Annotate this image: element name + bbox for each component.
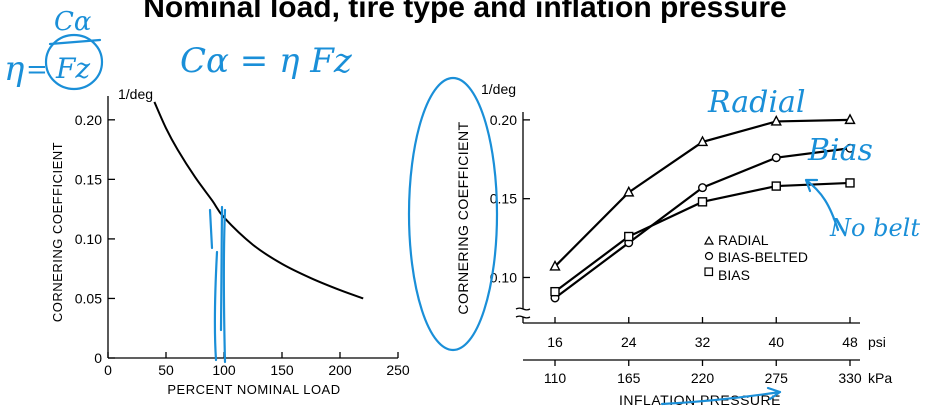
data-point-radial (770, 114, 782, 126)
ink-frac-denominator: Fz (55, 52, 90, 85)
left-chart: 1/deg CORNERING COEFFICIENT PERCENT NOMI… (50, 86, 410, 397)
psi-tick-label: 48 (842, 334, 858, 350)
ink-eq-sign: = (26, 55, 48, 85)
ink-arrow-no-belt (804, 178, 840, 232)
ink-bias: Bias (807, 133, 873, 168)
left-y-tick-label: 0.05 (75, 290, 102, 306)
legend-label-bias-belted: BIAS-BELTED (718, 249, 808, 265)
right-y-tick-label: 0.15 (490, 191, 517, 207)
data-point-bias (550, 286, 560, 297)
data-point-radial (844, 113, 856, 125)
psi-tick-label: 16 (547, 334, 563, 350)
legend-marker-bias-belted (704, 251, 714, 261)
left-x-tick-label: 150 (270, 362, 294, 378)
data-point-bias (771, 181, 781, 191)
data-point-bias-belted (698, 183, 708, 193)
data-point-radial (623, 185, 635, 197)
right-y-tick-label: 0.10 (490, 269, 517, 285)
data-point-bias (624, 231, 634, 242)
right-y-tick-label: 0.20 (490, 112, 517, 128)
psi-unit-label: psi (868, 334, 886, 350)
kpa-tick-label: 220 (691, 370, 715, 386)
legend-marker-radial (703, 235, 715, 245)
left-x-tick-label: 250 (386, 362, 410, 378)
ink-circle-ylabel (407, 76, 499, 352)
left-y-tick-label: 0.15 (75, 171, 102, 187)
left-x-tick-label: 50 (158, 362, 174, 378)
ink-no-belt: No belt (829, 214, 920, 242)
legend: RADIAL BIAS-BELTED BIAS (703, 232, 808, 283)
ink-vertical-marks (208, 205, 227, 364)
right-y-axis-label: CORNERING COEFFICIENT (455, 121, 471, 314)
left-x-tick-label: 0 (104, 362, 112, 378)
psi-tick-label: 40 (768, 334, 784, 350)
left-y-tick-label: 0.10 (75, 231, 102, 247)
handwritten-annotations: η = Cα Fz Cα = η Fz Radial Bias No belt (4, 7, 920, 406)
right-x-axis-label: INFLATION PRESSURE (619, 392, 781, 408)
kpa-tick-label: 275 (765, 370, 789, 386)
data-point-radial (549, 259, 561, 271)
ink-circle-fraction (44, 33, 104, 91)
kpa-unit-label: kPa (868, 370, 892, 386)
kpa-tick-label: 165 (617, 370, 641, 386)
kpa-tick-label: 330 (838, 370, 862, 386)
left-x-tick-label: 100 (212, 362, 236, 378)
legend-label-bias: BIAS (718, 267, 750, 283)
data-point-radial (696, 135, 709, 147)
psi-tick-label: 32 (695, 334, 711, 350)
legend-marker-bias (704, 267, 714, 277)
data-point-bias-belted (771, 153, 781, 163)
legend-label-radial: RADIAL (718, 232, 769, 248)
right-unit-label: 1/deg (481, 81, 516, 97)
ink-frac-numerator: Cα (54, 7, 92, 37)
left-y-tick-label: 0 (94, 350, 102, 366)
axis-break-mark (515, 307, 531, 319)
ink-underline-arrow (660, 386, 782, 406)
data-point-bias (845, 178, 855, 188)
ink-eta: η (4, 49, 25, 89)
left-y-tick-label: 0.20 (75, 112, 102, 128)
left-x-tick-label: 200 (328, 362, 352, 378)
left-curve-line (153, 101, 364, 300)
right-chart: 1/deg CORNERING COEFFICIENT INFLATION PR… (455, 81, 892, 408)
slide-title: Nominal load, tire type and inflation pr… (143, 0, 786, 24)
ink-formula: Cα = η Fz (180, 41, 353, 81)
data-point-bias-belted (845, 143, 855, 153)
left-x-axis-label: PERCENT NOMINAL LOAD (167, 382, 340, 397)
kpa-tick-label: 110 (544, 370, 567, 386)
left-unit-label: 1/deg (118, 86, 153, 102)
ink-radial: Radial (707, 85, 805, 120)
data-point-bias (697, 197, 708, 207)
left-y-axis-label: CORNERING COEFFICIENT (50, 142, 65, 322)
psi-tick-label: 24 (621, 334, 637, 350)
